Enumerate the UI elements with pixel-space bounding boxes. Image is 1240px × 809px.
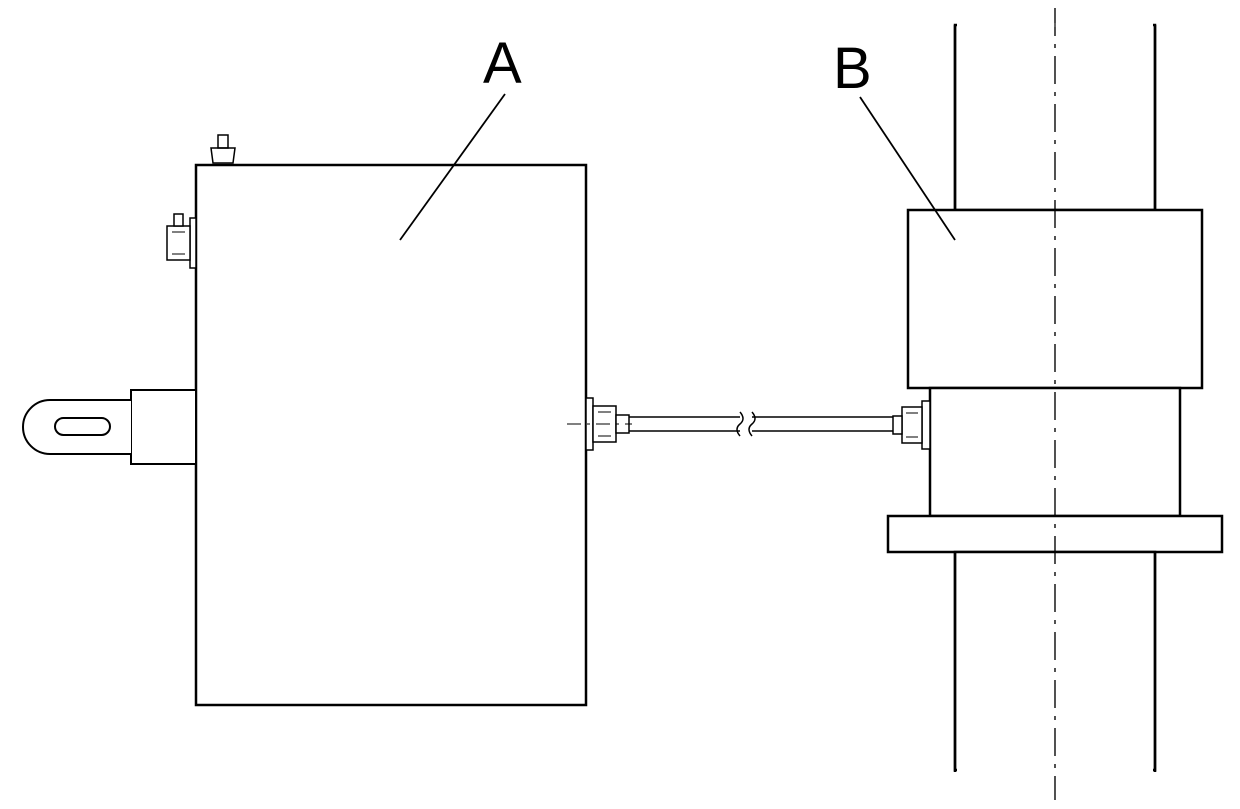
connecting-rod bbox=[629, 412, 873, 436]
leader-a bbox=[400, 94, 505, 240]
left-shaft bbox=[23, 390, 196, 464]
top-left-fitting bbox=[167, 214, 196, 268]
technical-diagram: A B bbox=[0, 0, 1240, 804]
top-fitting-nut bbox=[211, 148, 235, 163]
label-b: B bbox=[833, 35, 872, 102]
diagram-svg bbox=[0, 0, 1240, 804]
right-connector bbox=[567, 398, 632, 450]
part-a-body bbox=[196, 165, 586, 705]
label-a: A bbox=[483, 30, 522, 97]
top-fitting-stem bbox=[218, 135, 228, 148]
